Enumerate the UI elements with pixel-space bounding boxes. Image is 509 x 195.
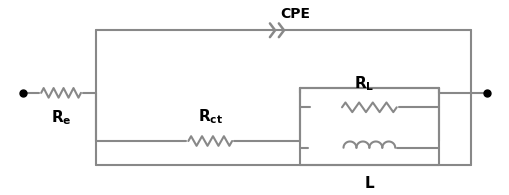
Text: $\mathbf{R_e}$: $\mathbf{R_e}$ — [51, 108, 71, 127]
Text: $\mathbf{R_{ct}}$: $\mathbf{R_{ct}}$ — [197, 107, 223, 126]
Text: $\mathbf{L}$: $\mathbf{L}$ — [364, 175, 375, 191]
Text: $\mathbf{R_L}$: $\mathbf{R_L}$ — [354, 74, 375, 93]
Text: CPE: CPE — [280, 7, 310, 21]
